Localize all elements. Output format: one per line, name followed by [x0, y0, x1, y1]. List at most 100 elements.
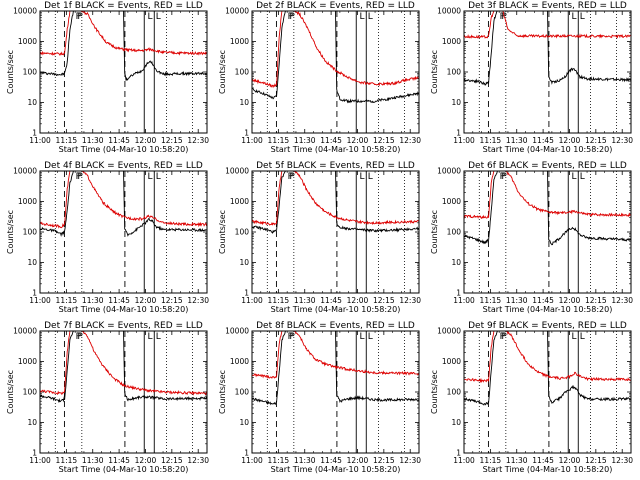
x-tick-label: 12:15 [161, 456, 183, 465]
series-red-line [40, 331, 207, 396]
plot-frame [463, 330, 632, 454]
y-tick-label: 1000 [230, 37, 249, 46]
x-axis-label: Start Time (04-Mar-10 10:58:20) [271, 465, 401, 474]
series-black-line [40, 171, 207, 238]
y-tick-label: 1000 [18, 197, 37, 206]
y-tick-label: 100 [23, 388, 38, 397]
x-tick-label: 12:30 [399, 136, 421, 145]
marker-label-L: L [156, 12, 161, 22]
y-tick-label: 10 [239, 98, 249, 107]
x-tick-label: 11:45 [108, 136, 130, 145]
plot-frame [251, 330, 420, 454]
plot-frame [463, 10, 632, 134]
series-red-line [252, 171, 419, 226]
series-group [40, 11, 207, 81]
marker-label-L: L [368, 12, 373, 22]
y-tick-label: 10000 [13, 167, 37, 176]
marker-label-P: P [76, 172, 82, 182]
x-tick-label: 11:15 [480, 136, 502, 145]
x-tick-label: 11:00 [453, 296, 475, 305]
panel-title: Det 7f BLACK = Events, RED = LLD [44, 321, 203, 331]
x-tick-label: 11:15 [56, 136, 78, 145]
y-tick-label: 10000 [13, 7, 37, 16]
x-axis-label: Start Time (04-Mar-10 10:58:20) [59, 305, 189, 314]
y-tick-label: 1000 [442, 37, 461, 46]
y-tick-label: 100 [447, 68, 462, 77]
series-red-line [464, 331, 631, 384]
marker-label-P: P [501, 172, 507, 182]
series-red-line [252, 11, 419, 89]
y-tick-label: 1 [244, 449, 249, 458]
series-red-line [252, 331, 419, 379]
x-tick-label: 12:15 [373, 296, 395, 305]
y-tick-label: 10000 [13, 327, 37, 336]
y-axis-label: Counts/sec [218, 50, 227, 94]
marker-label-L: L [148, 12, 153, 22]
x-tick-label: 11:30 [82, 296, 104, 305]
x-tick-label: 11:15 [268, 296, 290, 305]
x-tick-label: 12:30 [187, 456, 209, 465]
marker-label-P: P [288, 332, 294, 342]
x-tick-label: 12:30 [611, 456, 633, 465]
x-tick-label: 12:15 [585, 456, 607, 465]
x-tick-label: 11:30 [294, 136, 316, 145]
x-tick-label: 12:30 [399, 456, 421, 465]
x-axis-label: Start Time (04-Mar-10 10:58:20) [483, 145, 613, 154]
x-tick-label: 12:15 [161, 136, 183, 145]
x-tick-label: 11:45 [108, 296, 130, 305]
x-tick-label: 11:00 [453, 136, 475, 145]
y-axis-label: Counts/sec [430, 210, 439, 254]
panel-det-1f: Det 1f BLACK = Events, RED = LLD 1 10 100 10… [6, 1, 209, 154]
y-tick-label: 10000 [225, 167, 249, 176]
y-tick-label: 100 [23, 68, 38, 77]
x-tick-label: 12:00 [347, 296, 369, 305]
y-tick-label: 1 [244, 289, 249, 298]
x-tick-label: 11:00 [29, 136, 51, 145]
y-tick-label: 1 [244, 129, 249, 138]
plot-frame [251, 170, 420, 294]
y-axis-label: Counts/sec [430, 370, 439, 414]
x-tick-label: 11:00 [29, 456, 51, 465]
y-tick-label: 1 [456, 129, 461, 138]
x-tick-label: 12:30 [611, 136, 633, 145]
x-tick-label: 11:15 [480, 296, 502, 305]
y-tick-label: 100 [235, 228, 250, 237]
y-tick-label: 100 [235, 388, 250, 397]
marker-label-L: L [156, 332, 161, 342]
x-tick-label: 11:15 [480, 456, 502, 465]
plot-frame [463, 170, 632, 294]
series-red-line [40, 171, 207, 229]
x-tick-label: 11:30 [294, 296, 316, 305]
panel-det-8f: Det 8f BLACK = Events, RED = LLD 1 10 100 10… [218, 321, 421, 474]
plot-frame [39, 170, 208, 294]
x-tick-label: 11:15 [56, 296, 78, 305]
series-group [464, 11, 631, 86]
marker-label-P: P [77, 12, 83, 22]
x-tick-label: 12:15 [161, 296, 183, 305]
series-black-line [252, 11, 419, 104]
x-tick-label: 12:15 [585, 136, 607, 145]
marker-label-P: P [500, 172, 506, 182]
panel-title: Det 2f BLACK = Events, RED = LLD [256, 1, 415, 11]
x-axis-label: Start Time (04-Mar-10 10:58:20) [271, 305, 401, 314]
x-tick-label: 12:00 [135, 136, 157, 145]
x-tick-label: 12:30 [611, 296, 633, 305]
y-tick-label: 10 [27, 418, 37, 427]
x-tick-label: 11:15 [268, 456, 290, 465]
marker-label-L: L [580, 172, 585, 182]
marker-label-P: P [288, 12, 294, 22]
x-tick-label: 11:45 [532, 456, 554, 465]
x-tick-label: 11:30 [82, 136, 104, 145]
series-group [464, 171, 631, 246]
y-axis-label: Counts/sec [218, 370, 227, 414]
x-tick-label: 11:30 [506, 456, 528, 465]
marker-label-P: P [500, 12, 506, 22]
series-group [252, 331, 419, 406]
y-tick-label: 10000 [437, 327, 461, 336]
y-tick-label: 1000 [18, 357, 37, 366]
marker-label-L: L [156, 172, 161, 182]
x-tick-label: 12:00 [559, 136, 581, 145]
x-tick-label: 11:30 [82, 456, 104, 465]
x-tick-label: 11:45 [532, 296, 554, 305]
x-tick-label: 12:30 [187, 296, 209, 305]
